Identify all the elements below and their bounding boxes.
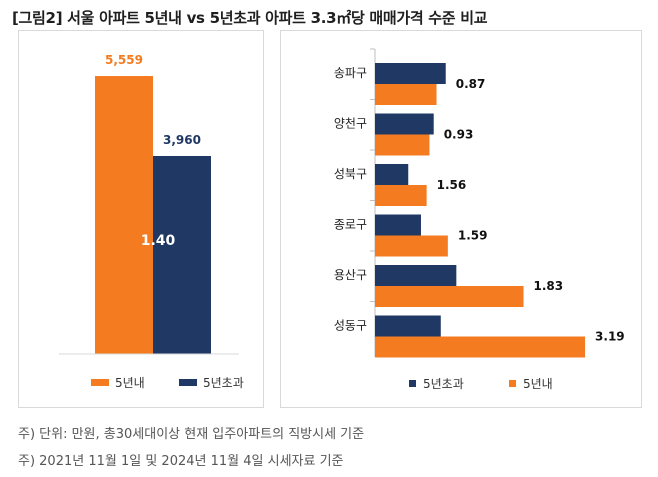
- data-label-over-5y: 3,960: [163, 133, 201, 147]
- legend-swatch-within-5y: [91, 379, 109, 386]
- bar-within-5y-songpa: [375, 84, 437, 105]
- overall-price-chart: 5,559 3,960 1.40 5년내 5년초과: [59, 53, 244, 390]
- data-label-within-5y: 5,559: [105, 53, 143, 67]
- ratio-label-songpa: 0.87: [456, 77, 486, 91]
- legend-swatch-over-5y: [179, 379, 197, 386]
- legend-label-within-5y: 5년내: [115, 376, 145, 390]
- bar-over-5y-jongno: [375, 214, 421, 236]
- category-label-songpa: 송파구: [334, 66, 367, 80]
- ratio-label-seongdong: 3.19: [595, 330, 625, 344]
- bar-over-5y: [153, 156, 211, 354]
- bar-within-5y-yangcheon: [375, 134, 430, 156]
- legend-swatch-within-5y: [509, 380, 516, 387]
- bar-within-5y: [95, 76, 153, 355]
- ratio-label-yongsan: 1.83: [534, 279, 564, 293]
- legend-label-over-5y: 5년초과: [423, 377, 464, 391]
- district-chart-panel: 송파구 0.87 양천구 0.93 성북구 1.56 종로구 1.59 용산구 1.83 성동구 3.…: [280, 30, 642, 408]
- category-label-seongbuk: 성북구: [334, 167, 367, 181]
- category-label-yongsan: 용산구: [334, 268, 367, 282]
- bar-within-5y-jongno: [375, 235, 448, 257]
- bar-within-5y-yongsan: [375, 286, 524, 307]
- legend-swatch-over-5y: [409, 380, 416, 387]
- category-label-yangcheon: 양천구: [334, 116, 367, 131]
- bar-over-5y-songpa: [375, 63, 446, 84]
- district-price-chart: 송파구 0.87 양천구 0.93 성북구 1.56 종로구 1.59 용산구 1.83 성동구 3.…: [334, 48, 625, 391]
- note-date: 주) 2021년 11월 1일 및 2024년 11월 4일 시세자료 기준: [18, 454, 344, 469]
- ratio-label-seongbuk: 1.56: [437, 178, 467, 192]
- bar-over-5y-seongdong: [375, 315, 441, 337]
- category-label-seongdong: 성동구: [334, 319, 367, 333]
- bar-over-5y-yangcheon: [375, 113, 434, 135]
- bar-within-5y-seongbuk: [375, 185, 427, 206]
- bar-over-5y-seongbuk: [375, 164, 409, 185]
- legend-label-within-5y: 5년내: [523, 377, 553, 391]
- overall-chart-panel: 5,559 3,960 1.40 5년내 5년초과: [18, 30, 264, 408]
- ratio-label-yangcheon: 0.93: [444, 128, 474, 142]
- ratio-label-jongno: 1.59: [458, 229, 488, 243]
- category-label-jongno: 종로구: [334, 218, 367, 232]
- ratio-annotation: 1.40: [141, 233, 176, 249]
- note-unit: 주) 단위: 만원, 총30세대이상 현재 입주아파트의 직방시세 기준: [18, 427, 365, 442]
- bar-over-5y-yongsan: [375, 265, 457, 286]
- bar-within-5y-seongdong: [375, 336, 586, 358]
- legend-label-over-5y: 5년초과: [203, 376, 244, 390]
- page-title: [그림2] 서울 아파트 5년내 vs 5년초과 아파트 3.3㎡당 매매가격 …: [12, 9, 488, 27]
